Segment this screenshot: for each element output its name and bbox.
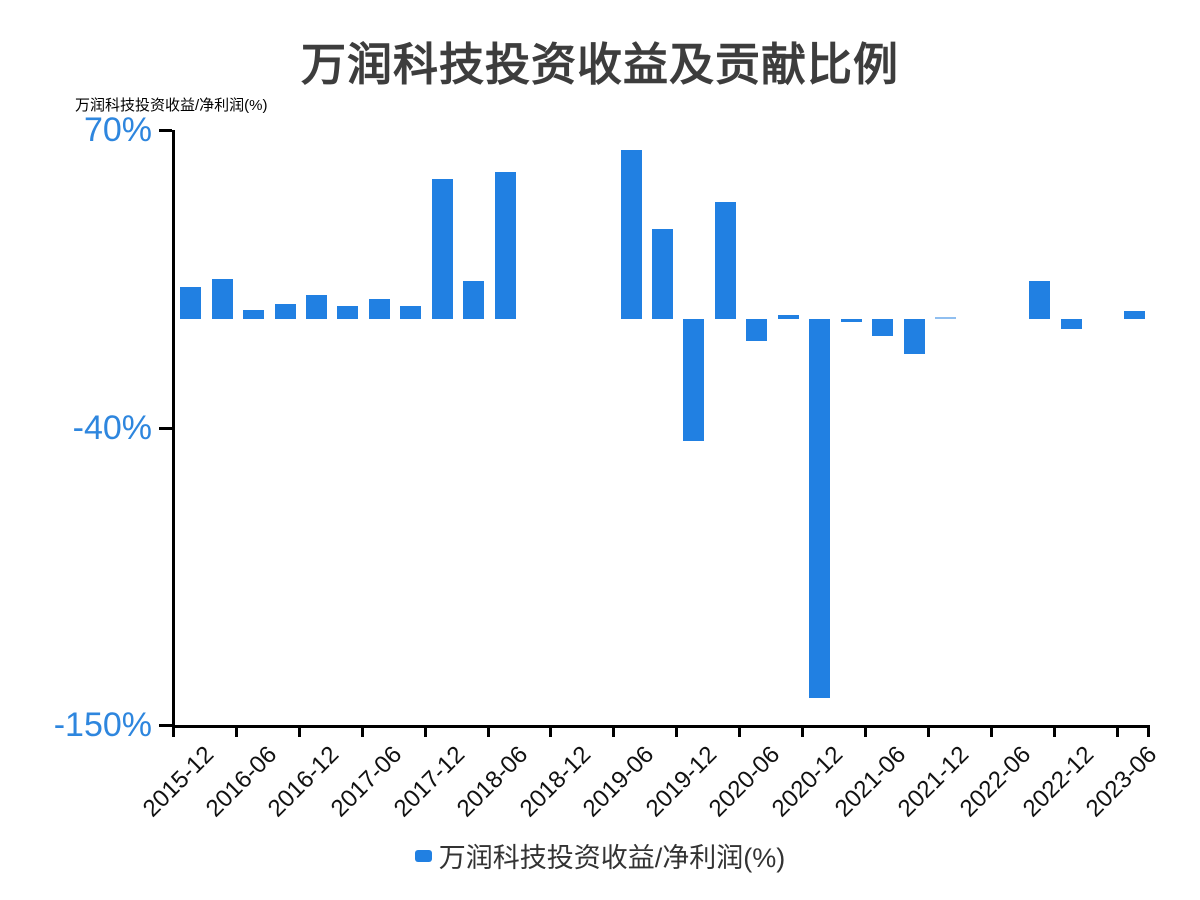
bar-2019-12 — [683, 319, 705, 442]
bar-2017-03 — [337, 305, 359, 320]
bar-2018-03 — [463, 281, 485, 320]
bar-2023-06 — [1123, 311, 1145, 320]
bar-2021-12 — [935, 317, 957, 320]
bar-2021-03 — [840, 319, 862, 323]
y-tick-label: -40% — [72, 408, 152, 447]
bar-2021-06 — [872, 319, 894, 336]
bar-2017-06 — [368, 299, 390, 320]
bar-2020-12 — [809, 319, 831, 698]
legend-label: 万润科技投资收益/净利润(%) — [438, 843, 786, 873]
x-tick-mark — [1115, 728, 1119, 737]
y-tick-mark — [159, 426, 172, 430]
x-tick-mark — [801, 728, 805, 737]
bar-2016-03 — [211, 278, 233, 320]
legend-marker-icon — [414, 849, 432, 862]
legend: 万润科技投资收益/净利润(%) — [0, 836, 1200, 875]
x-tick-mark — [926, 728, 930, 737]
x-tick-mark — [172, 728, 175, 737]
x-tick-mark — [1147, 728, 1150, 737]
chart-title: 万润科技投资收益及贡献比例 — [300, 39, 899, 90]
x-tick-mark — [738, 728, 742, 737]
bar-2021-09 — [903, 319, 925, 355]
bar-2016-06 — [243, 309, 265, 320]
bar-2020-03 — [714, 201, 736, 320]
y-axis-name: 万润科技投资收益/净利润(%) — [75, 97, 268, 114]
x-tick-label: 2015-12 — [137, 741, 219, 823]
bar-2015-12 — [180, 286, 202, 320]
x-tick-mark — [1052, 728, 1056, 737]
x-tick-mark — [360, 728, 364, 737]
x-tick-mark — [234, 728, 238, 737]
y-tick-mark — [159, 724, 172, 727]
bar-2022-09 — [1029, 281, 1051, 320]
x-tick-mark — [675, 728, 679, 737]
bar-2017-12 — [431, 178, 453, 320]
x-tick-mark — [989, 728, 993, 737]
x-tick-mark — [297, 728, 301, 737]
x-tick-mark — [423, 728, 427, 737]
bar-2019-09 — [652, 228, 673, 320]
bar-2019-06 — [620, 150, 642, 320]
x-tick-mark — [549, 728, 553, 737]
x-tick-mark — [612, 728, 616, 737]
plot-area — [172, 130, 1150, 728]
x-tick-mark — [486, 728, 490, 737]
bar-2017-09 — [400, 305, 422, 320]
bar-2016-12 — [306, 294, 328, 320]
bar-2020-06 — [746, 319, 768, 341]
bar-2020-09 — [777, 315, 799, 320]
y-tick-label: -150% — [53, 706, 152, 744]
x-tick-mark — [863, 728, 867, 737]
bar-2022-12 — [1060, 319, 1082, 329]
bar-2016-09 — [274, 304, 296, 320]
y-tick-mark — [159, 129, 172, 132]
bar-2018-06 — [494, 171, 516, 320]
y-tick-label: 70% — [83, 111, 152, 149]
